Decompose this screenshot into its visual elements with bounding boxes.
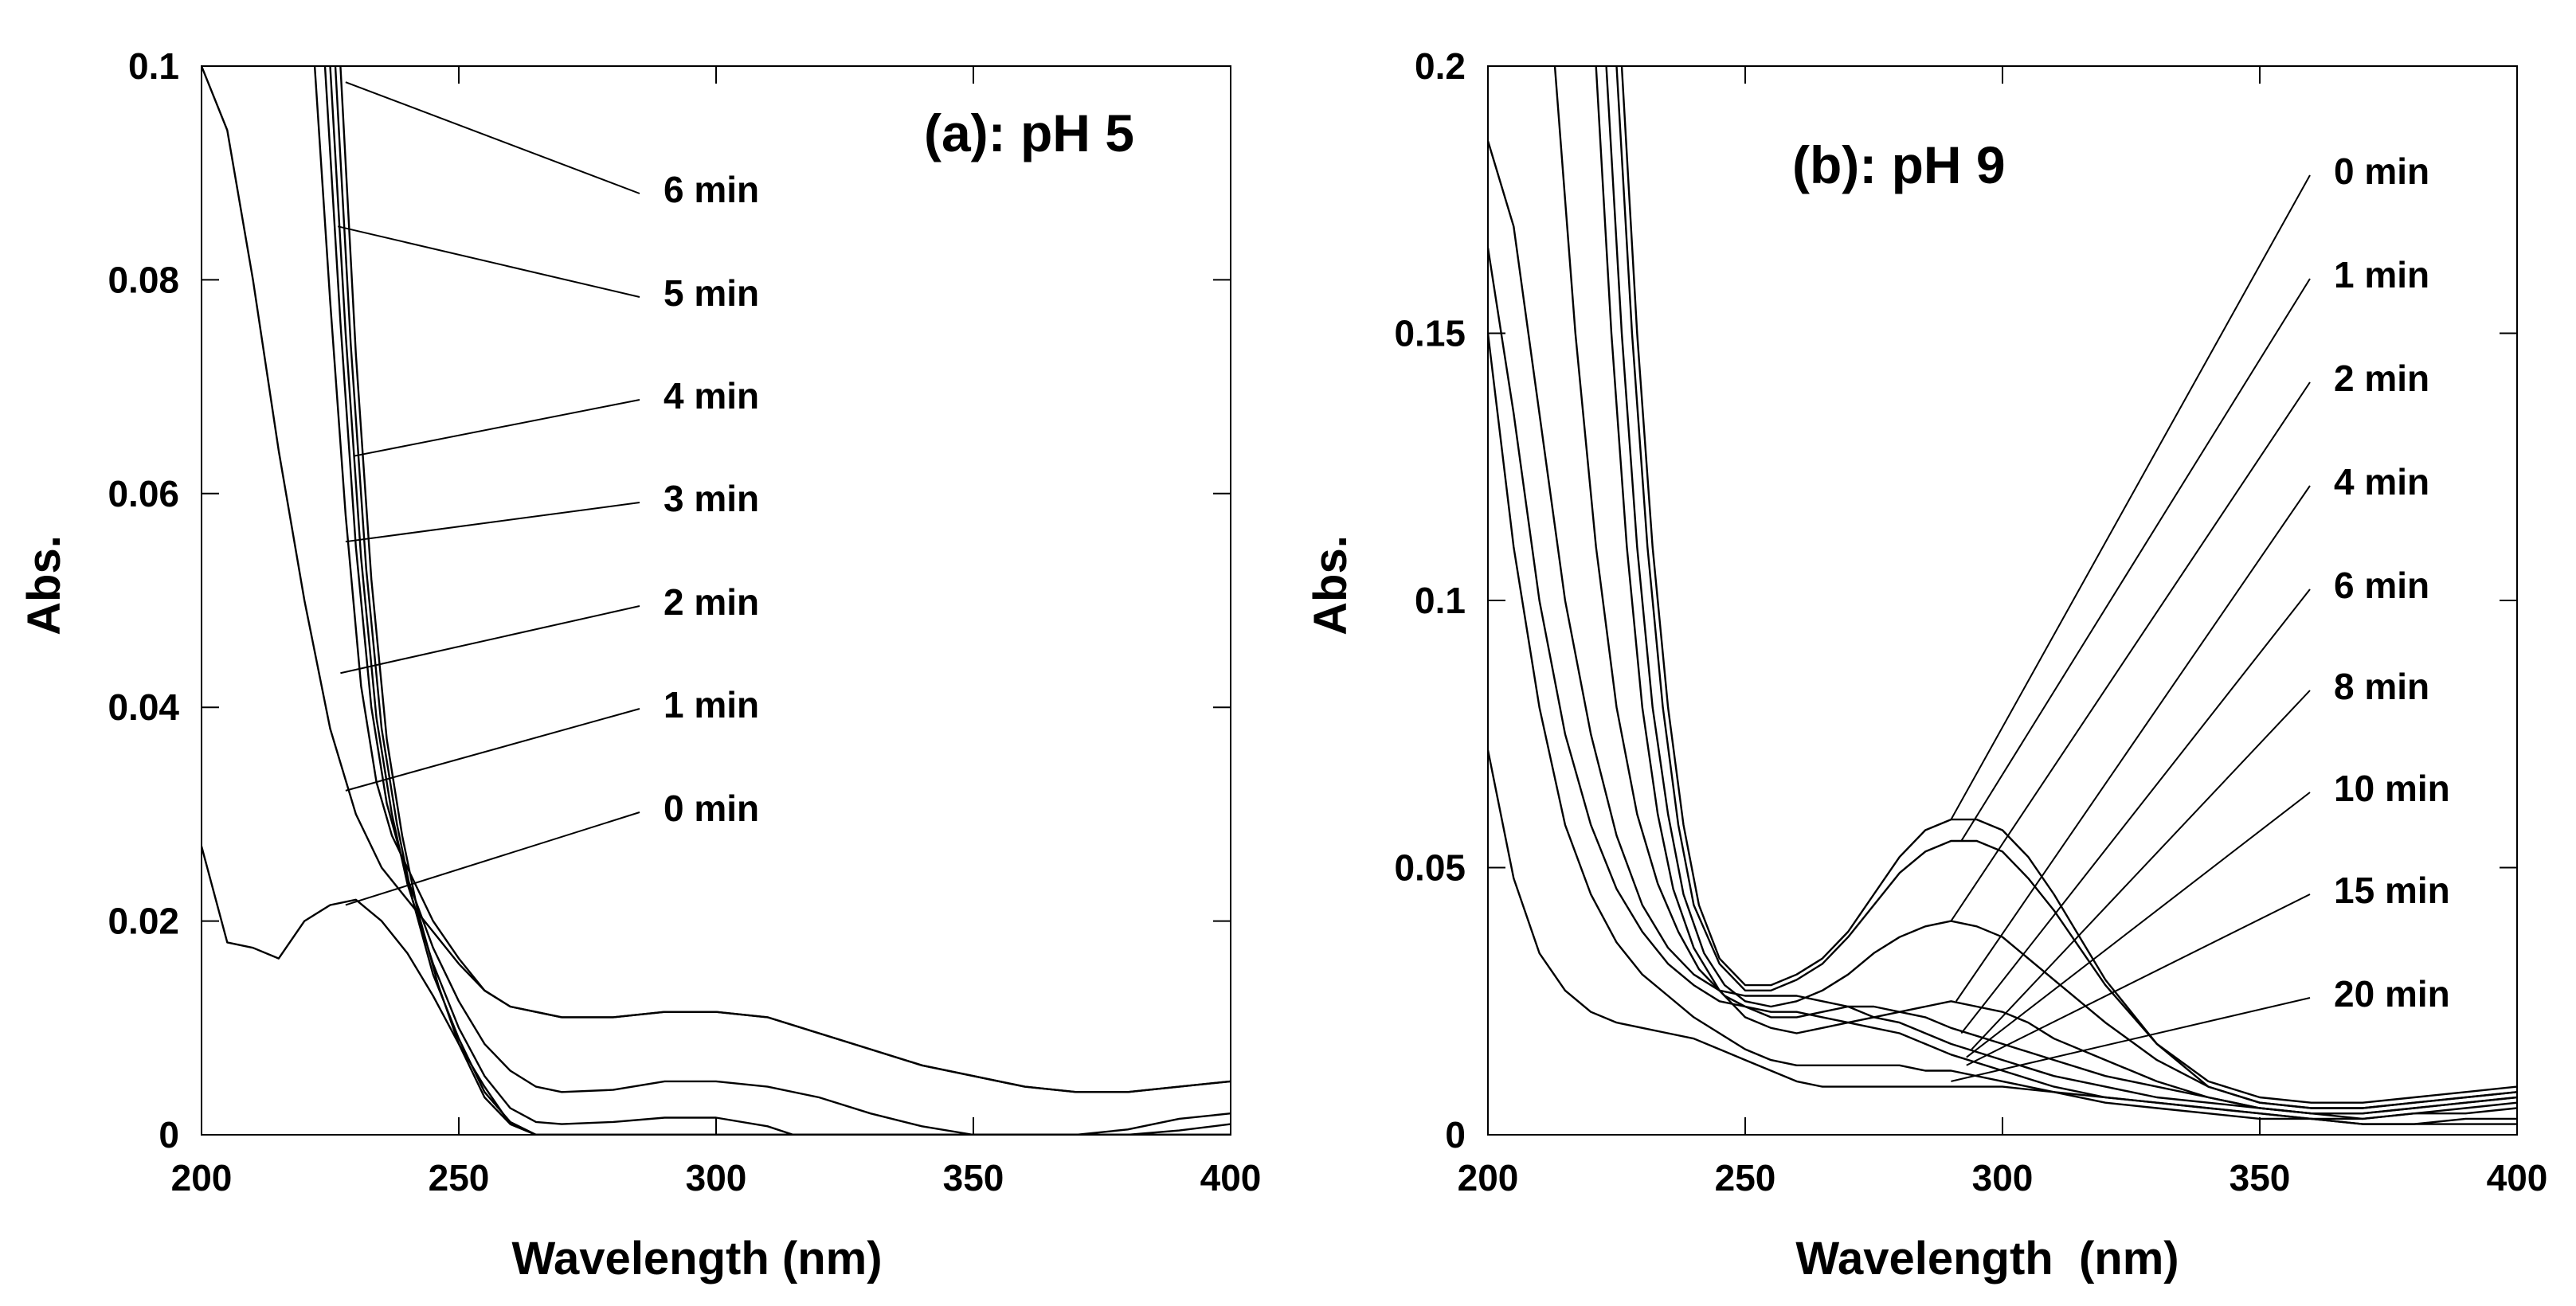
panel-b-ticks: 200 250 300 350 400 0 0.05 0.1 0.15 0.2: [1394, 45, 2547, 1198]
panel-b-title: (b): pH 9: [1792, 135, 2006, 194]
panel-b-curve-labels: 0 min 1 min 2 min 4 min 6 min 8 min 10 min 15 m…: [2334, 151, 2450, 1015]
series-line-15-min: [1488, 333, 2517, 1125]
leader-line: [1950, 381, 2311, 922]
series-line-4-min: [329, 66, 1231, 1135]
leader-line: [353, 399, 640, 457]
x-tick-label: 200: [171, 1157, 233, 1198]
leader-line: [337, 225, 640, 298]
leader-line: [1951, 997, 2311, 1082]
y-tick-label: 0.06: [108, 473, 179, 514]
panel-a-ticks: 200 250 300 350 400 0 0.02 0.04 0.06 0.08 0.1: [108, 45, 1261, 1198]
curve-label: 10 min: [2334, 768, 2450, 809]
x-tick-label: 400: [2487, 1157, 2548, 1198]
series-line-20-min: [1488, 749, 2517, 1125]
leader-line: [1966, 893, 2311, 1066]
curve-label: 1 min: [664, 684, 759, 725]
curve-label: 1 min: [2334, 254, 2429, 295]
panel-a: 200 250 300 350 400 0 0.02 0.04 0.06 0.08 0.1 6 mi…: [18, 45, 1261, 1284]
curve-label: 6 min: [664, 169, 759, 210]
panel-b: 200 250 300 350 400 0 0.05 0.1 0.15 0.2 0 min 1 mi…: [1305, 45, 2547, 1284]
y-tick-label: 0.15: [1394, 313, 1466, 354]
curve-label: 6 min: [2334, 565, 2429, 606]
curve-label: 4 min: [2334, 461, 2429, 502]
curve-label: 2 min: [664, 581, 759, 623]
panel-a-curve-labels: 6 min 5 min 4 min 3 min 2 min 1 min 0 min: [664, 169, 759, 829]
y-tick-label: 0.02: [108, 901, 179, 942]
series-line-6-min: [339, 66, 1231, 1135]
leader-line: [1966, 792, 2311, 1058]
curve-label: 20 min: [2334, 973, 2450, 1015]
panel-a-leader-lines: [337, 81, 640, 906]
curve-label: 3 min: [664, 478, 759, 519]
x-tick-label: 300: [686, 1157, 747, 1198]
y-tick-label: 0: [159, 1114, 179, 1155]
leader-line: [345, 502, 640, 543]
x-tick-label: 350: [2230, 1157, 2291, 1198]
y-tick-label: 0.08: [108, 259, 179, 300]
leader-line: [1950, 174, 2311, 820]
series-line-2-min: [1605, 66, 2517, 1109]
x-tick-label: 200: [1458, 1157, 1519, 1198]
y-tick-label: 0.2: [1415, 45, 1466, 87]
curve-label: 0 min: [664, 788, 759, 829]
curve-label: 4 min: [664, 375, 759, 416]
y-tick-label: 0.05: [1394, 847, 1466, 889]
series-line-1-min: [1615, 66, 2517, 1104]
series-line-5-min: [334, 66, 1231, 1135]
panel-b-curves: [1488, 66, 2517, 1125]
leader-line: [1960, 278, 2311, 842]
y-tick-label: 0: [1445, 1114, 1466, 1155]
curve-label: 8 min: [2334, 666, 2429, 707]
x-tick-label: 250: [429, 1157, 490, 1198]
leader-line: [340, 605, 640, 675]
curve-label: 15 min: [2334, 870, 2450, 911]
panel-b-leader-lines: [1950, 174, 2311, 1082]
leader-line: [345, 81, 640, 194]
panel-b-x-axis-label: Wavelength (nm): [1795, 1233, 2179, 1284]
series-line-1-min: [202, 66, 1231, 1093]
leader-line: [345, 811, 640, 906]
x-tick-label: 350: [943, 1157, 1004, 1198]
curve-label: 5 min: [664, 272, 759, 314]
leader-line: [345, 708, 640, 792]
panel-a-title: (a): pH 5: [924, 104, 1134, 162]
series-line-2-min: [313, 66, 1231, 1093]
leader-line: [1955, 485, 2311, 1002]
series-line-3-min: [323, 66, 1231, 1135]
x-tick-label: 250: [1715, 1157, 1776, 1198]
series-line-8-min: [1488, 140, 2517, 1120]
y-tick-label: 0.04: [108, 686, 179, 728]
panel-a-y-axis-label: Abs.: [18, 535, 70, 635]
x-tick-label: 400: [1200, 1157, 1262, 1198]
leader-line: [1960, 588, 2311, 1034]
y-tick-label: 0.1: [1415, 580, 1466, 621]
panel-b-y-axis-label: Abs.: [1305, 535, 1357, 635]
y-tick-label: 0.1: [128, 45, 179, 87]
curve-label: 2 min: [2334, 358, 2429, 399]
leader-line: [1971, 690, 2311, 1050]
curve-label: 0 min: [2334, 151, 2429, 192]
panel-a-x-axis-label: Wavelength (nm): [511, 1233, 882, 1284]
x-tick-label: 300: [1972, 1157, 2034, 1198]
